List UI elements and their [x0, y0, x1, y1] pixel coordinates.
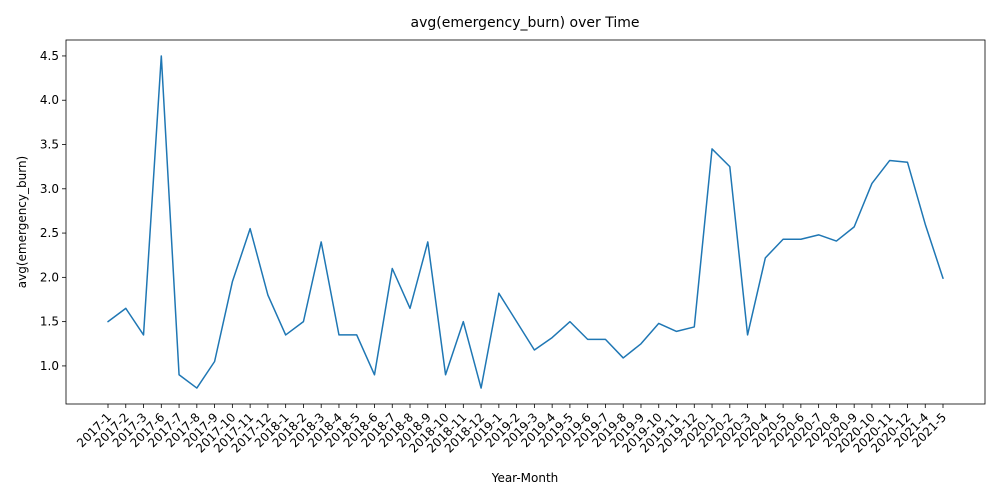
y-tick-label: 1.5 [40, 315, 59, 329]
y-tick-label: 1.0 [40, 359, 59, 373]
y-axis-label: avg(emergency_burn) [15, 156, 29, 288]
y-tick-label: 2.5 [40, 226, 59, 240]
x-axis: 2017-12017-22017-32017-62017-72017-82017… [74, 404, 949, 456]
y-tick-label: 3.5 [40, 138, 59, 152]
y-tick-label: 3.0 [40, 182, 59, 196]
y-tick-label: 4.0 [40, 93, 59, 107]
chart-title: avg(emergency_burn) over Time [411, 15, 640, 31]
y-axis: 1.0 1.5 2.0 2.5 3.0 3.5 4.0 4.5 [40, 49, 66, 373]
plot-area [65, 39, 986, 405]
y-tick-label: 4.5 [40, 49, 59, 63]
axes-frame [65, 39, 986, 405]
series-line [107, 55, 944, 389]
y-tick-label: 2.0 [40, 270, 59, 284]
x-axis-label: Year-Month [491, 471, 559, 485]
